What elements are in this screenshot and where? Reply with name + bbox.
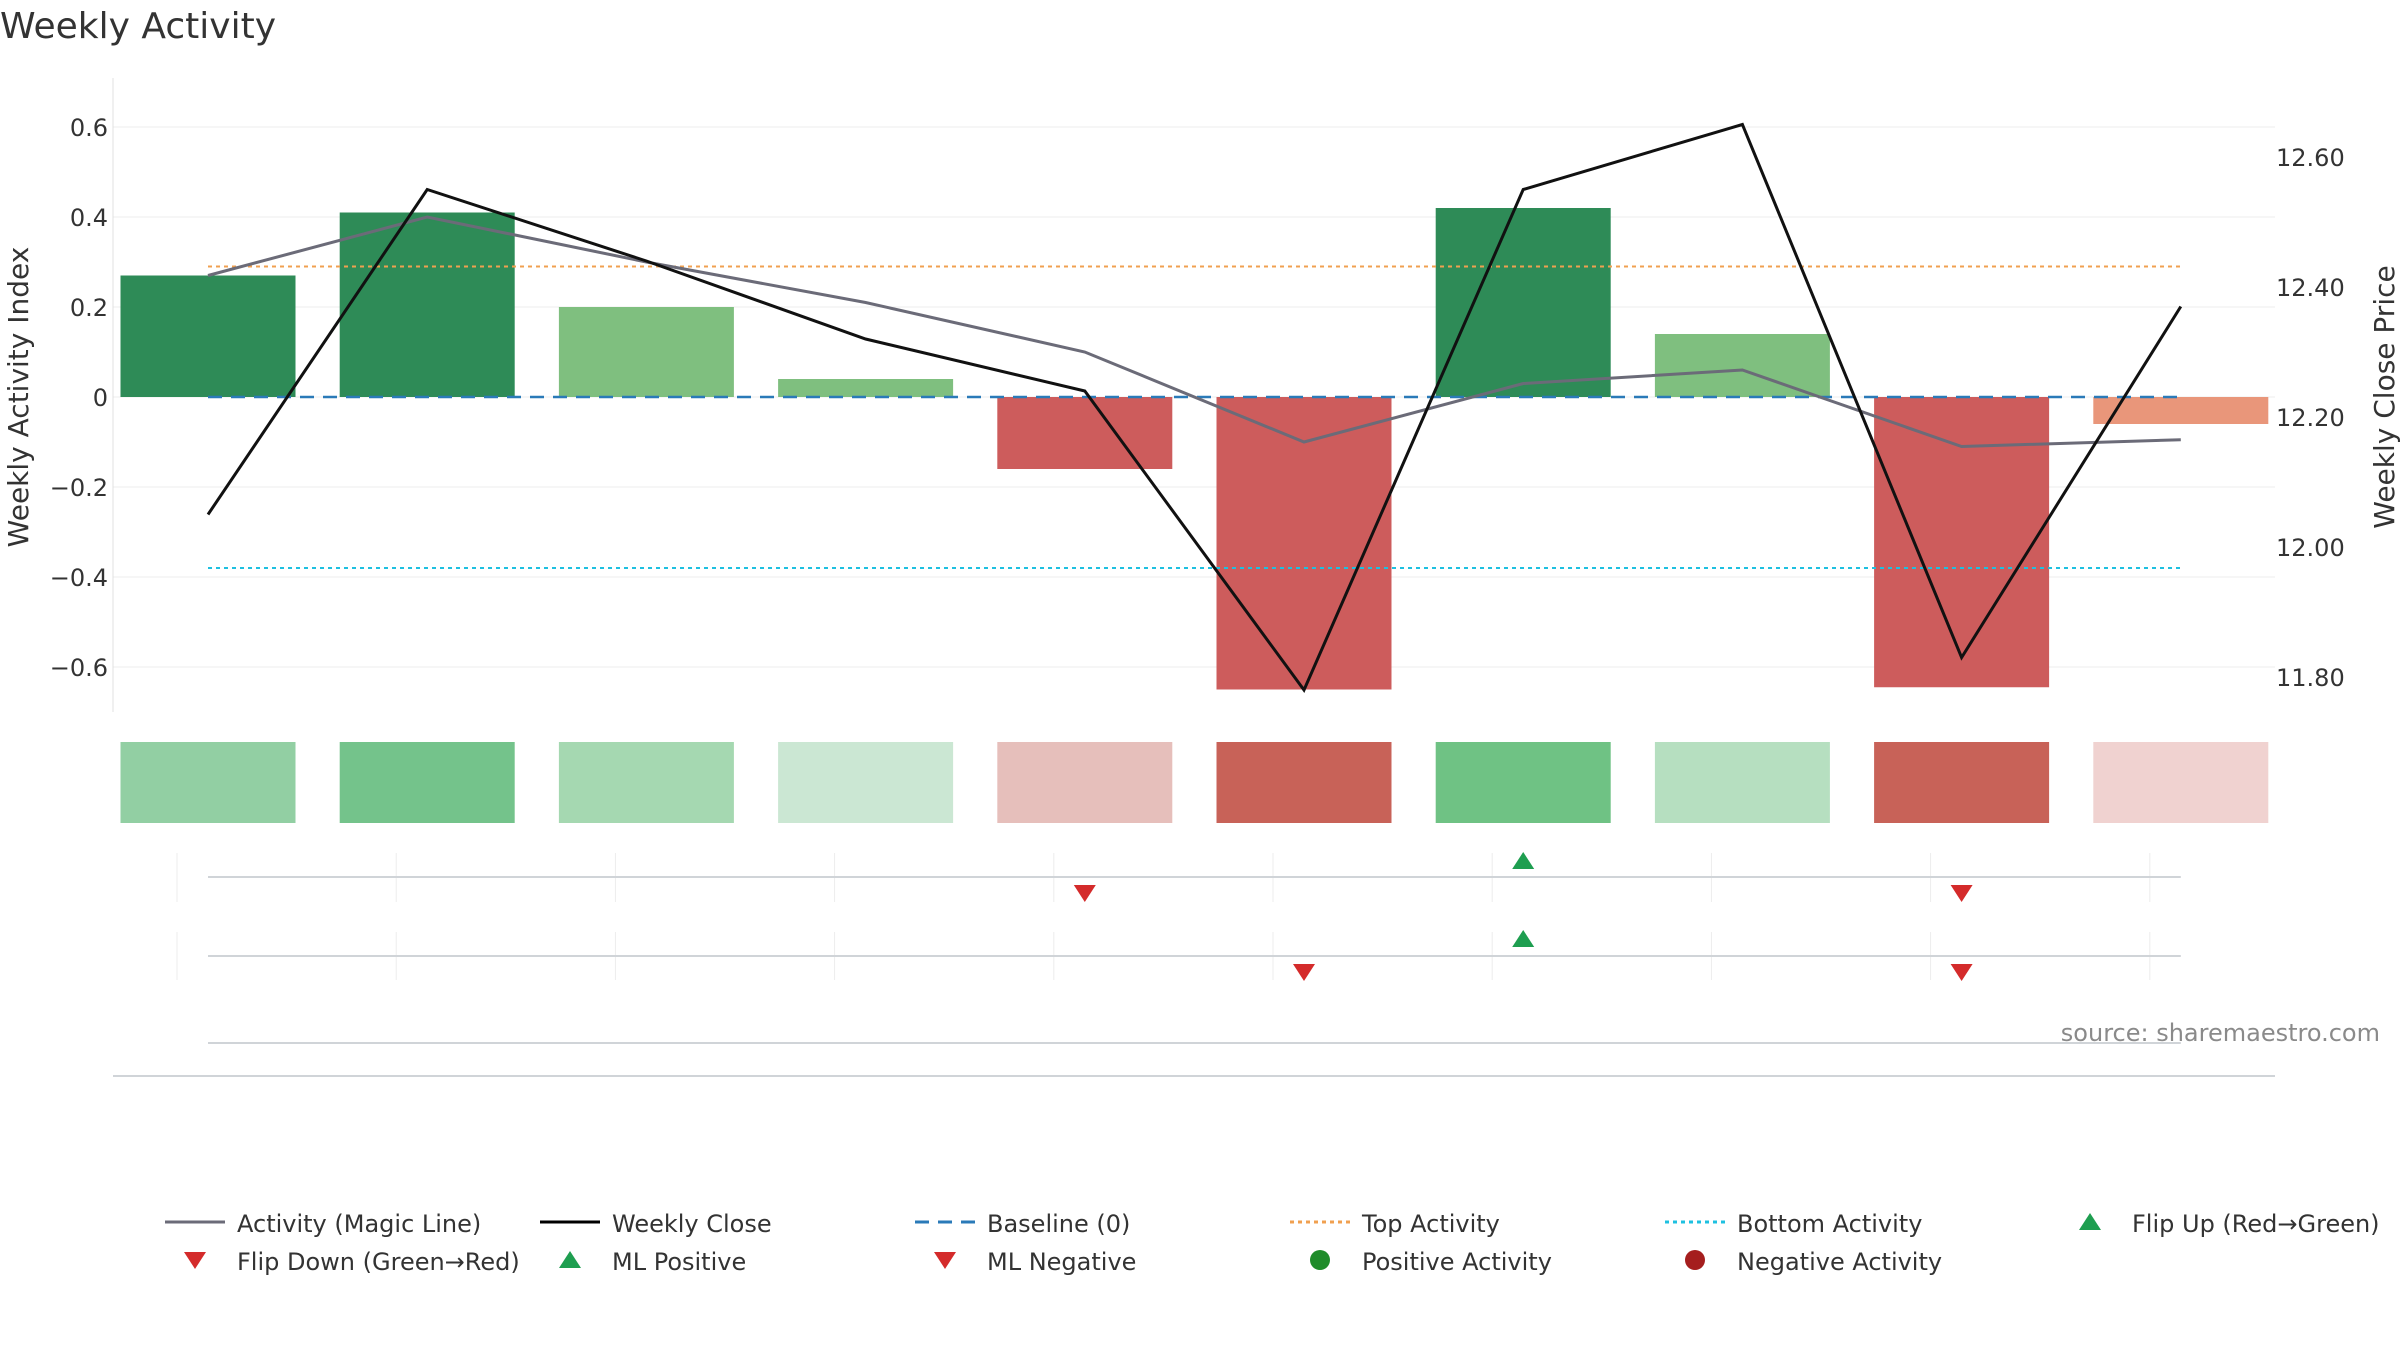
activity-bar: [778, 379, 954, 397]
flip-up-marker: [1512, 852, 1535, 869]
y-tick-label-right: 12.40: [2276, 274, 2345, 302]
y-tick-label-right: 12.60: [2276, 144, 2345, 172]
heat-cell: [558, 742, 734, 823]
y-tick-label-left: −0.4: [50, 564, 108, 592]
activity-bar: [339, 212, 515, 397]
heat-cell: [997, 742, 1173, 823]
legend-triangle-swatch: [934, 1252, 956, 1269]
legend-item: Baseline (0): [915, 1210, 1130, 1238]
legend-item: ML Negative: [934, 1248, 1136, 1276]
y-tick-label-right: 12.20: [2276, 404, 2345, 432]
legend-item: Negative Activity: [1685, 1248, 1942, 1276]
legend-label: Baseline (0): [987, 1210, 1130, 1238]
left-y-axis: 0.6 0.4 0.2 0 −0.2 −0.4 −0.6: [50, 78, 114, 712]
legend-label: Bottom Activity: [1737, 1210, 1922, 1238]
flip-down-marker: [1950, 885, 1973, 902]
activity-bar: [1654, 334, 1830, 397]
y-tick-label-left: 0.2: [70, 294, 108, 322]
activity-bar: [120, 275, 296, 397]
legend-item: Weekly Close: [540, 1210, 772, 1238]
legend-item: Activity (Magic Line): [165, 1210, 481, 1238]
y-tick-label-left: 0.6: [70, 114, 108, 142]
y-tick-label-right: 11.80: [2276, 664, 2345, 692]
flip-marker-row: [176, 852, 2181, 902]
bottom-axis-lines: [113, 1042, 2275, 1077]
heat-cell: [2093, 742, 2269, 823]
legend: Activity (Magic Line) Weekly Close Baselin…: [165, 1210, 2380, 1276]
activity-bar: [1435, 208, 1611, 397]
ml-marker-row: [176, 930, 2181, 981]
activity-bar: [1216, 397, 1392, 690]
legend-label: Negative Activity: [1737, 1248, 1942, 1276]
y-tick-label-left: −0.6: [50, 654, 108, 682]
y-axis-label-left: Weekly Activity Index: [2, 247, 35, 548]
activity-bar: [2093, 397, 2269, 424]
legend-item: Flip Down (Green→Red): [184, 1248, 520, 1276]
legend-item: ML Positive: [559, 1248, 746, 1276]
legend-label: Activity (Magic Line): [237, 1210, 481, 1238]
chart-title: Weekly Activity: [0, 6, 276, 47]
legend-label: Positive Activity: [1362, 1248, 1552, 1276]
activity-heat-strip: [120, 742, 2269, 823]
legend-dot-swatch: [1685, 1250, 1705, 1270]
series-lines: [206, 122, 2183, 693]
ml-positive-marker: [1512, 930, 1535, 947]
weekly-close-series: [206, 122, 2183, 693]
heat-cell: [1654, 742, 1830, 823]
legend-label: ML Positive: [612, 1248, 746, 1276]
y-tick-label-left: 0.4: [70, 204, 108, 232]
ml-negative-marker: [1950, 964, 1973, 981]
legend-item: Flip Up (Red→Green): [2079, 1210, 2380, 1238]
magic-line-series: [207, 215, 2181, 449]
legend-item: Top Activity: [1290, 1210, 1500, 1238]
legend-item: Bottom Activity: [1665, 1210, 1922, 1238]
legend-label: Top Activity: [1361, 1210, 1500, 1238]
y-axis-label-right: Weekly Close Price: [2368, 265, 2400, 528]
y-tick-label-left: −0.2: [50, 474, 108, 502]
legend-triangle-swatch: [559, 1251, 581, 1268]
activity-bar: [558, 307, 734, 397]
legend-dot-swatch: [1310, 1250, 1330, 1270]
activity-bars: [120, 208, 2269, 690]
legend-triangle-swatch: [184, 1252, 206, 1269]
legend-triangle-swatch: [2079, 1213, 2101, 1230]
activity-bar: [997, 397, 1173, 469]
heat-cell: [1874, 742, 2050, 823]
heat-cell: [339, 742, 515, 823]
heat-cell: [120, 742, 296, 823]
legend-item: Positive Activity: [1310, 1248, 1552, 1276]
heat-cell: [1435, 742, 1611, 823]
activity-bar: [1874, 397, 2050, 688]
right-y-axis: 12.60 12.40 12.20 12.00 11.80: [2276, 144, 2345, 692]
legend-label: Weekly Close: [612, 1210, 772, 1238]
legend-label: ML Negative: [987, 1248, 1136, 1276]
heat-cell: [1216, 742, 1392, 823]
flip-down-marker: [1073, 885, 1096, 902]
reference-lines: [208, 265, 2181, 569]
ml-negative-marker: [1293, 964, 1315, 981]
heat-cell: [778, 742, 954, 823]
legend-label: Flip Down (Green→Red): [237, 1248, 520, 1276]
y-tick-label-right: 12.00: [2276, 534, 2345, 562]
legend-label: Flip Up (Red→Green): [2132, 1210, 2380, 1238]
y-tick-label-left: 0: [93, 384, 108, 412]
